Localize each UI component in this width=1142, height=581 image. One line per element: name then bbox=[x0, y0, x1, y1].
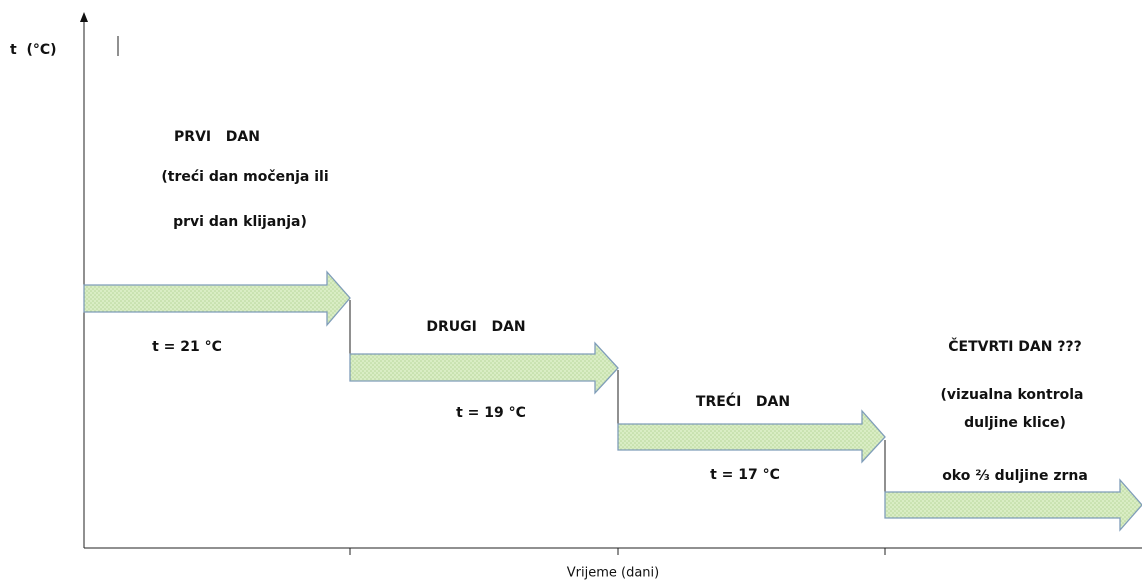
y-axis-label: t (°C) bbox=[10, 42, 57, 58]
step-note: duljine klice) bbox=[964, 415, 1066, 431]
step-title: ČETVRTI DAN ??? bbox=[948, 337, 1081, 355]
step-title: DRUGI DAN bbox=[426, 319, 525, 335]
step-note: oko ⅔ duljine zrna bbox=[942, 468, 1088, 484]
temperature-label: t = 17 °C bbox=[710, 467, 780, 483]
step-title: PRVI DAN bbox=[174, 129, 260, 145]
arrow bbox=[884, 478, 1142, 532]
step-note: prvi dan klijanja) bbox=[173, 214, 307, 230]
temperature-label: t = 21 °C bbox=[152, 339, 222, 355]
arrow bbox=[617, 409, 886, 464]
x-axis-label: Vrijeme (dani) bbox=[567, 566, 659, 581]
arrow bbox=[349, 341, 619, 395]
step-note: (vizualna kontrola bbox=[941, 387, 1084, 403]
arrow bbox=[83, 270, 351, 327]
step-note: (treći dan močenja ili bbox=[161, 169, 328, 185]
temperature-label: t = 19 °C bbox=[456, 405, 526, 421]
y-axis-arrowhead bbox=[80, 12, 88, 22]
step-title: TREĆI DAN bbox=[696, 392, 790, 410]
